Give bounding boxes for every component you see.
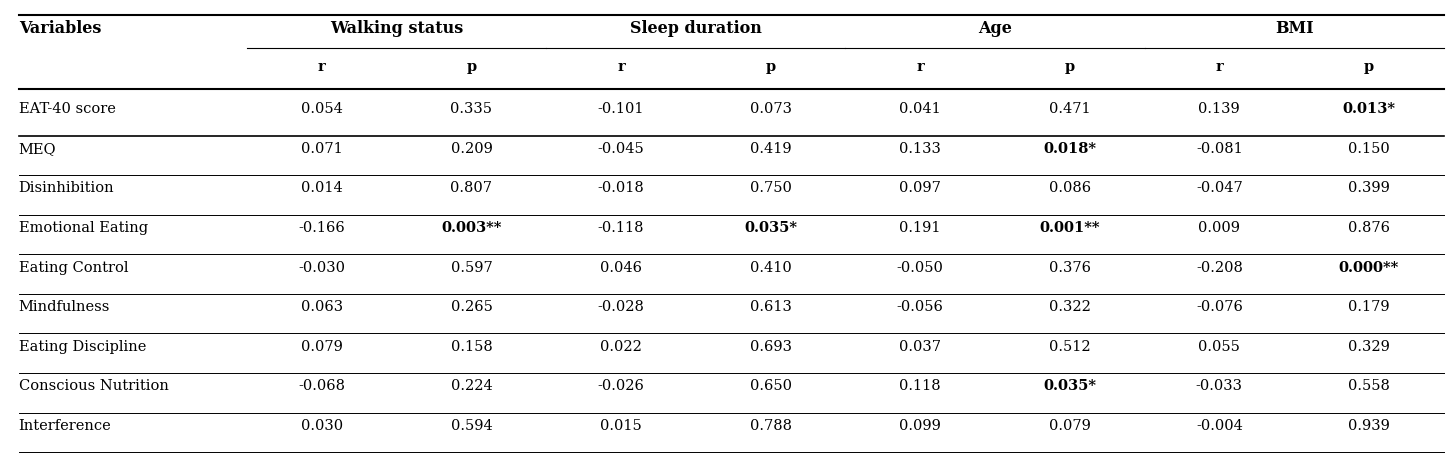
Text: Eating Discipline: Eating Discipline bbox=[19, 340, 146, 354]
Text: 0.063: 0.063 bbox=[301, 300, 343, 314]
Text: 0.419: 0.419 bbox=[750, 142, 792, 156]
Text: 0.099: 0.099 bbox=[899, 419, 941, 433]
Text: -0.076: -0.076 bbox=[1196, 300, 1242, 314]
Text: r: r bbox=[917, 60, 924, 74]
Text: Conscious Nutrition: Conscious Nutrition bbox=[19, 379, 168, 393]
Text: 0.097: 0.097 bbox=[899, 181, 941, 195]
Text: 0.046: 0.046 bbox=[599, 260, 641, 274]
Text: 0.179: 0.179 bbox=[1348, 300, 1390, 314]
Text: 0.558: 0.558 bbox=[1348, 379, 1390, 393]
Text: 0.376: 0.376 bbox=[1048, 260, 1090, 274]
Text: -0.068: -0.068 bbox=[298, 379, 346, 393]
Text: 0.399: 0.399 bbox=[1348, 181, 1390, 195]
Text: p: p bbox=[1364, 60, 1374, 74]
Text: p: p bbox=[466, 60, 476, 74]
Text: 0.035*: 0.035* bbox=[1043, 379, 1096, 393]
Text: 0.158: 0.158 bbox=[450, 340, 492, 354]
Text: 0.003**: 0.003** bbox=[442, 221, 501, 235]
Text: -0.033: -0.033 bbox=[1196, 379, 1242, 393]
Text: -0.101: -0.101 bbox=[598, 102, 644, 116]
Text: 0.014: 0.014 bbox=[301, 181, 343, 195]
Text: 0.133: 0.133 bbox=[899, 142, 941, 156]
Text: Mindfulness: Mindfulness bbox=[19, 300, 110, 314]
Text: 0.150: 0.150 bbox=[1348, 142, 1390, 156]
Text: 0.876: 0.876 bbox=[1348, 221, 1390, 235]
Text: 0.013*: 0.013* bbox=[1342, 102, 1396, 116]
Text: 0.041: 0.041 bbox=[899, 102, 941, 116]
Text: 0.693: 0.693 bbox=[750, 340, 792, 354]
Text: 0.035*: 0.035* bbox=[744, 221, 796, 235]
Text: 0.750: 0.750 bbox=[750, 181, 792, 195]
Text: 0.073: 0.073 bbox=[750, 102, 792, 116]
Text: 0.265: 0.265 bbox=[450, 300, 492, 314]
Text: 0.022: 0.022 bbox=[599, 340, 641, 354]
Text: MEQ: MEQ bbox=[19, 142, 56, 156]
Text: 0.335: 0.335 bbox=[450, 102, 492, 116]
Text: -0.208: -0.208 bbox=[1196, 260, 1242, 274]
Text: 0.594: 0.594 bbox=[450, 419, 492, 433]
Text: 0.030: 0.030 bbox=[301, 419, 343, 433]
Text: 0.322: 0.322 bbox=[1048, 300, 1090, 314]
Text: -0.028: -0.028 bbox=[598, 300, 644, 314]
Text: -0.018: -0.018 bbox=[598, 181, 644, 195]
Text: 0.807: 0.807 bbox=[450, 181, 492, 195]
Text: 0.597: 0.597 bbox=[450, 260, 492, 274]
Text: -0.081: -0.081 bbox=[1196, 142, 1242, 156]
Text: 0.079: 0.079 bbox=[301, 340, 343, 354]
Text: Sleep duration: Sleep duration bbox=[630, 20, 762, 37]
Text: 0.037: 0.037 bbox=[899, 340, 941, 354]
Text: r: r bbox=[617, 60, 626, 74]
Text: 0.512: 0.512 bbox=[1048, 340, 1090, 354]
Text: r: r bbox=[319, 60, 326, 74]
Text: BMI: BMI bbox=[1274, 20, 1313, 37]
Text: Variables: Variables bbox=[19, 20, 101, 37]
Text: 0.079: 0.079 bbox=[1048, 419, 1090, 433]
Text: 0.471: 0.471 bbox=[1048, 102, 1090, 116]
Text: 0.015: 0.015 bbox=[599, 419, 641, 433]
Text: 0.118: 0.118 bbox=[899, 379, 941, 393]
Text: 0.071: 0.071 bbox=[301, 142, 343, 156]
Text: 0.329: 0.329 bbox=[1348, 340, 1390, 354]
Text: 0.788: 0.788 bbox=[750, 419, 792, 433]
Text: 0.613: 0.613 bbox=[750, 300, 792, 314]
Text: -0.047: -0.047 bbox=[1196, 181, 1242, 195]
Text: 0.055: 0.055 bbox=[1199, 340, 1241, 354]
Text: Emotional Eating: Emotional Eating bbox=[19, 221, 148, 235]
Text: 0.009: 0.009 bbox=[1199, 221, 1241, 235]
Text: -0.056: -0.056 bbox=[896, 300, 944, 314]
Text: -0.050: -0.050 bbox=[896, 260, 944, 274]
Text: 0.650: 0.650 bbox=[750, 379, 792, 393]
Text: -0.026: -0.026 bbox=[598, 379, 644, 393]
Text: Walking status: Walking status bbox=[330, 20, 463, 37]
Text: 0.000**: 0.000** bbox=[1339, 260, 1399, 274]
Text: -0.045: -0.045 bbox=[598, 142, 644, 156]
Text: -0.030: -0.030 bbox=[298, 260, 346, 274]
Text: EAT-40 score: EAT-40 score bbox=[19, 102, 116, 116]
Text: 0.054: 0.054 bbox=[301, 102, 343, 116]
Text: Disinhibition: Disinhibition bbox=[19, 181, 114, 195]
Text: p: p bbox=[1064, 60, 1074, 74]
Text: Eating Control: Eating Control bbox=[19, 260, 129, 274]
Text: 0.209: 0.209 bbox=[450, 142, 492, 156]
Text: -0.118: -0.118 bbox=[598, 221, 644, 235]
Text: 0.191: 0.191 bbox=[899, 221, 941, 235]
Text: 0.018*: 0.018* bbox=[1043, 142, 1096, 156]
Text: Interference: Interference bbox=[19, 419, 111, 433]
Text: -0.166: -0.166 bbox=[298, 221, 345, 235]
Text: 0.001**: 0.001** bbox=[1040, 221, 1100, 235]
Text: p: p bbox=[766, 60, 776, 74]
Text: r: r bbox=[1215, 60, 1224, 74]
Text: Age: Age bbox=[977, 20, 1012, 37]
Text: 0.410: 0.410 bbox=[750, 260, 792, 274]
Text: 0.939: 0.939 bbox=[1348, 419, 1390, 433]
Text: -0.004: -0.004 bbox=[1196, 419, 1242, 433]
Text: 0.224: 0.224 bbox=[450, 379, 492, 393]
Text: 0.139: 0.139 bbox=[1199, 102, 1241, 116]
Text: 0.086: 0.086 bbox=[1048, 181, 1090, 195]
